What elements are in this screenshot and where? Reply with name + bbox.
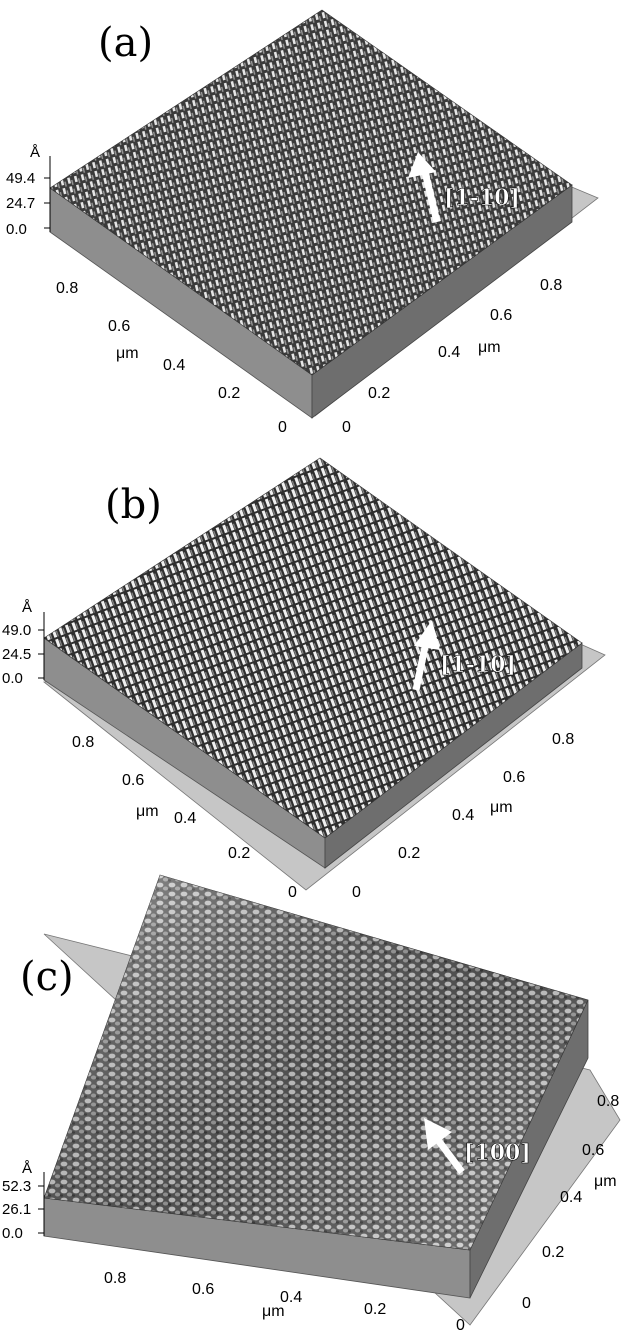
direction-label: [1-10] [444,185,520,211]
right-axis-tick: 0 [342,419,351,436]
left-axis-tick: 0.4 [163,357,185,374]
left-axis-tick: 0.2 [228,845,250,862]
left-axis-tick: 0.4 [174,810,196,827]
left-axis-unit: μm [136,803,159,820]
left-axis-tick: 0 [288,884,297,901]
right-axis-tick: 0.8 [540,277,562,294]
right-axis-tick: 0.4 [560,1189,582,1206]
right-axis-tick: 0.2 [398,845,420,862]
left-axis-tick: 0 [456,1317,465,1334]
z-unit: Å [22,1160,32,1177]
z-unit: Å [22,599,32,616]
z-tick: 0.0 [6,221,27,238]
left-axis-unit: μm [116,345,139,362]
panel-label: (c) [20,954,74,1000]
z-tick: 49.0 [2,622,31,639]
right-axis-unit: μm [490,799,513,816]
z-unit: Å [30,144,40,161]
z-tick: 0.0 [2,670,23,687]
right-axis-unit: μm [594,1173,617,1190]
right-axis-tick: 0.6 [582,1142,604,1159]
z-tick: 49.4 [6,170,35,187]
left-axis-tick: 0.8 [72,734,94,751]
right-axis-unit: μm [478,339,501,356]
left-axis-tick: 0 [278,419,287,436]
right-axis-tick: 0.4 [452,807,474,824]
z-tick: 24.7 [6,195,35,212]
left-axis-tick: 0.8 [104,1270,126,1287]
crystal-direction-arrow: [100] [424,1118,531,1175]
right-axis-tick: 0.8 [552,731,574,748]
left-axis-tick: 0.6 [122,772,144,789]
left-axis-tick: 0.6 [108,318,130,335]
surface-topography [49,9,573,376]
left-axis-tick: 0.8 [56,280,78,297]
panel-c: (c) Å 52.3 26.1 0.0 0.8 0.6 μm 0.4 0.2 0… [2,874,621,1334]
right-axis-tick: 0.6 [490,307,512,324]
left-axis-tick: 0.2 [218,385,240,402]
z-tick: 52.3 [2,1178,31,1195]
right-axis-tick: 0.8 [597,1093,619,1110]
left-axis-tick: 0.2 [364,1301,386,1318]
direction-label: [1-10] [440,652,516,678]
left-axis-unit: μm [262,1303,285,1320]
surface-topography [43,457,583,839]
z-tick: 24.5 [2,646,31,663]
right-axis-tick: 0.6 [503,769,525,786]
left-axis-tick: 0.6 [192,1281,214,1298]
right-axis-tick: 0 [352,884,361,901]
panel-label: (a) [98,20,153,66]
z-tick: 26.1 [2,1201,31,1218]
crystal-direction-arrow: [1-10] [412,620,516,691]
direction-label: [100] [464,1140,531,1166]
right-axis-tick: 0.4 [438,344,460,361]
panel-b: (b) Å 49.0 24.5 0.0 0.8 0.6 μm 0.4 0.2 0… [2,457,606,901]
crystal-direction-arrow: [1-10] [408,152,520,223]
right-axis-tick: 0 [522,1295,531,1312]
right-axis-tick: 0.2 [368,385,390,402]
right-axis-tick: 0.2 [542,1244,564,1261]
left-axis-tick: 0.4 [280,1289,302,1306]
panel-a: (a) Å 49.4 24.7 0.0 0.8 0.6 μm 0.4 0.2 0… [6,9,599,436]
z-tick: 0.0 [2,1225,23,1242]
panel-label: (b) [105,482,162,528]
